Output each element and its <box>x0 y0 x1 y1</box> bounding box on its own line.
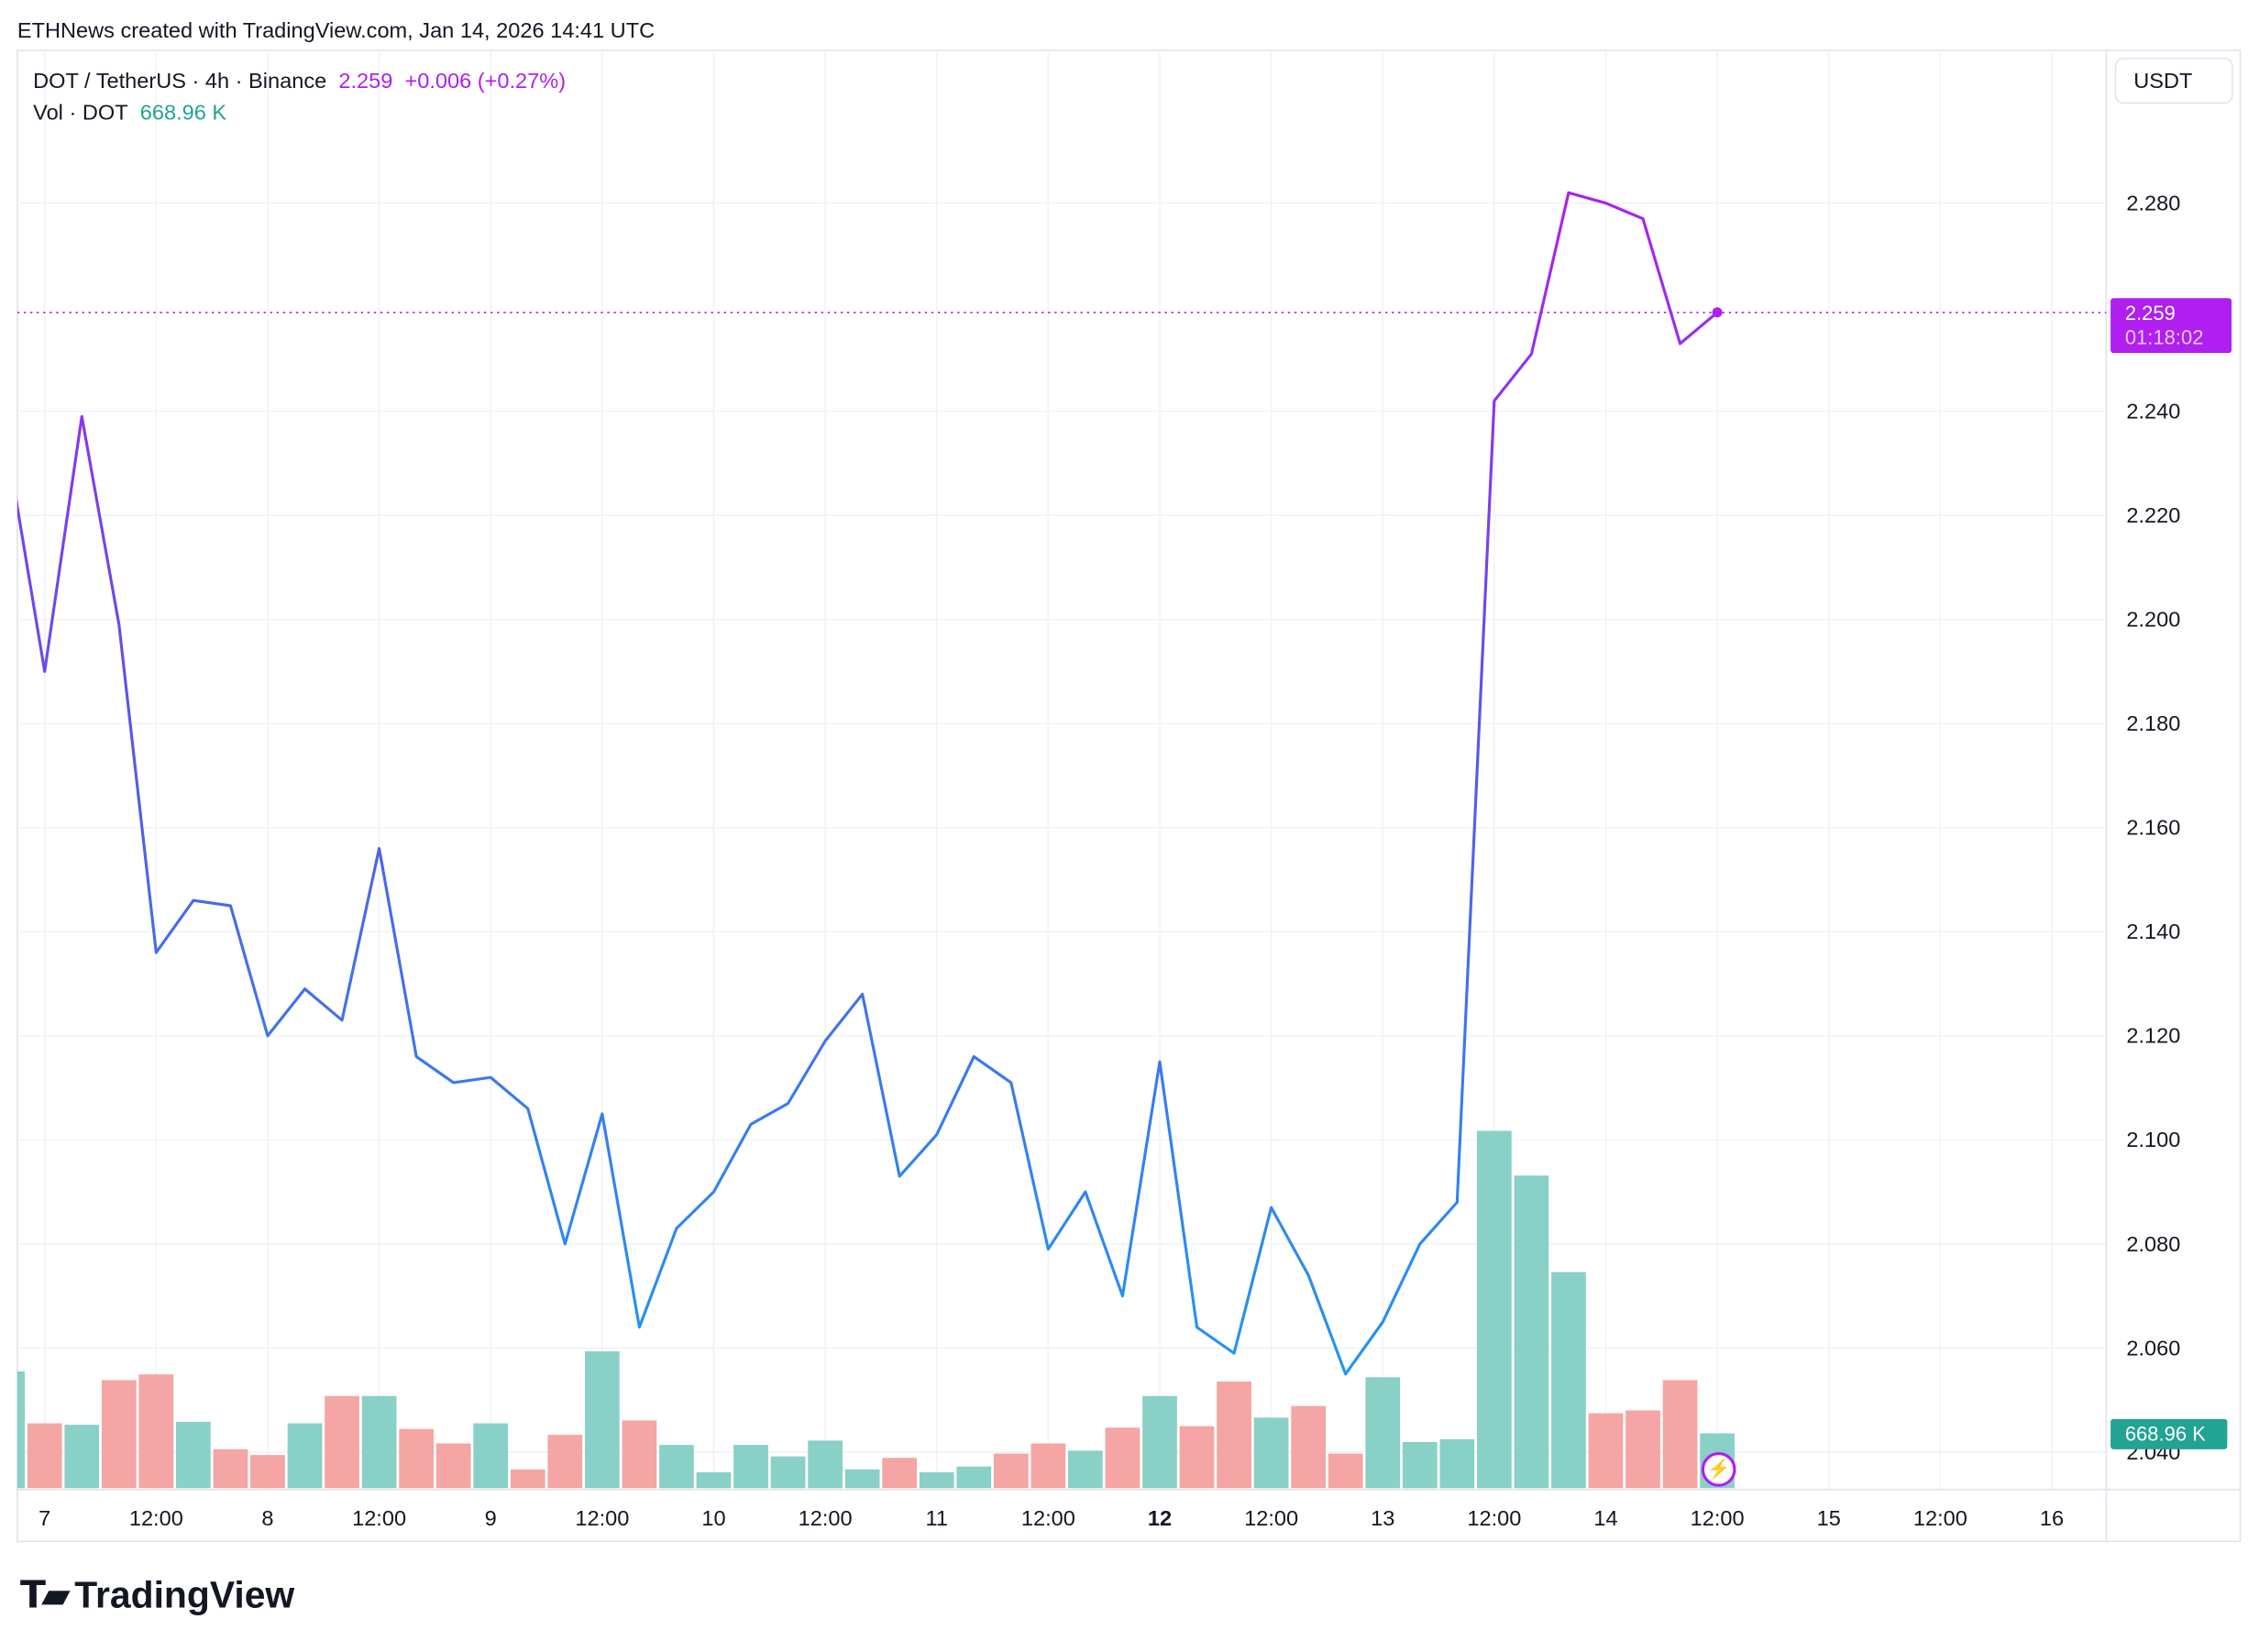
volume-bar <box>584 1350 620 1489</box>
volume-bar <box>1142 1395 1177 1489</box>
volume-bar <box>733 1445 768 1489</box>
brand-name: TradingView <box>74 1572 295 1617</box>
x-tick-label: 8 <box>261 1506 273 1530</box>
volume-bar <box>1551 1272 1586 1489</box>
symbol-name[interactable]: DOT / TetherUS · 4h · Binance <box>33 69 327 94</box>
y-tick-label: 2.160 <box>2126 816 2180 840</box>
last-price-dot <box>1712 307 1723 318</box>
x-tick-label: 14 <box>1593 1506 1617 1530</box>
volume-bar <box>1030 1443 1066 1489</box>
volume-bar <box>510 1469 545 1489</box>
volume-bar <box>176 1421 211 1489</box>
last-price: 2.259 <box>338 69 393 94</box>
x-tick-label: 12:00 <box>1021 1506 1075 1530</box>
volume-bar <box>1068 1450 1103 1489</box>
volume-legend: Vol · DOT 668.96 K <box>33 101 226 126</box>
volume-bar <box>844 1469 880 1489</box>
tradingview-logo[interactable]: 𝗧▰ TradingView <box>20 1573 294 1618</box>
x-tick-label: 12:00 <box>1691 1506 1745 1530</box>
x-tick-label: 12:00 <box>1244 1506 1298 1530</box>
x-tick-label: 12:00 <box>799 1506 853 1530</box>
volume-bar <box>27 1423 62 1489</box>
volume-bar <box>361 1395 397 1489</box>
volume-bar <box>250 1455 285 1489</box>
x-tick-label: 11 <box>925 1506 947 1530</box>
y-tick-label: 2.280 <box>2126 191 2180 215</box>
x-tick-label: 12 <box>1148 1506 1172 1530</box>
volume-bar <box>1365 1377 1401 1489</box>
volume-value: 668.96 K <box>139 100 227 126</box>
currency-button[interactable]: USDT <box>2114 57 2233 105</box>
volume-bar <box>808 1440 843 1489</box>
volume-bar <box>64 1425 100 1489</box>
x-tick-label: 10 <box>701 1506 725 1530</box>
volume-bar <box>956 1466 992 1489</box>
volume-bar <box>547 1435 583 1489</box>
y-tick-label: 2.060 <box>2126 1336 2180 1360</box>
bar-countdown: 01:18:02 <box>2124 325 2204 349</box>
x-tick-label: 12:00 <box>129 1506 183 1530</box>
symbol-legend: DOT / TetherUS · 4h · Binance 2.259 +0.0… <box>33 69 566 94</box>
volume-bar <box>287 1423 323 1489</box>
y-tick-label: 2.140 <box>2126 920 2180 943</box>
volume-bar <box>1588 1413 1624 1489</box>
volume-bar <box>1625 1410 1660 1489</box>
volume-bar <box>696 1471 732 1489</box>
x-tick-label: 9 <box>485 1506 497 1530</box>
volume-bar <box>1217 1382 1251 1489</box>
y-tick-label: 2.220 <box>2126 503 2180 527</box>
x-tick-label: 15 <box>1817 1506 1841 1530</box>
volume-bar <box>1402 1441 1438 1489</box>
x-tick-label: 12:00 <box>575 1506 629 1530</box>
volume-tag: 668.96 K <box>2110 1418 2228 1449</box>
x-tick-label: 12:00 <box>1467 1506 1521 1530</box>
y-tick-label: 2.240 <box>2126 399 2180 423</box>
x-tick-label: 13 <box>1371 1506 1394 1530</box>
y-tick-label: 2.080 <box>2126 1232 2180 1256</box>
price-change: +0.006 (+0.27%) <box>404 69 567 94</box>
volume-bar <box>1179 1426 1215 1489</box>
y-tick-label: 2.200 <box>2126 608 2180 632</box>
volume-bar <box>1105 1427 1141 1489</box>
y-tick-label: 2.120 <box>2126 1024 2180 1048</box>
volume-bar <box>1328 1453 1363 1489</box>
price-line <box>17 191 1719 1376</box>
volume-bar <box>770 1456 806 1489</box>
volume-bar <box>1662 1380 1698 1489</box>
price-tag: 2.259 01:18:02 <box>2110 298 2232 353</box>
chart-header: ETHNews created with TradingView.com, Ja… <box>17 18 656 44</box>
volume-bar <box>1253 1417 1289 1489</box>
tradingview-logo-icon: 𝗧▰ <box>19 1572 71 1617</box>
volume-label[interactable]: Vol · DOT <box>33 100 128 126</box>
volume-bar <box>1476 1130 1512 1489</box>
chart-border <box>17 50 2242 1543</box>
volume-bar <box>993 1453 1029 1489</box>
volume-bar <box>399 1428 434 1489</box>
y-tick-label: 2.180 <box>2126 711 2180 735</box>
volume-bar <box>622 1420 657 1489</box>
volume-bar <box>1439 1438 1475 1489</box>
volume-bar <box>1291 1405 1327 1489</box>
volume-bar <box>17 1371 26 1489</box>
x-tick-label: 16 <box>2040 1506 2064 1530</box>
volume-bar <box>473 1423 509 1489</box>
volume-bar <box>213 1448 248 1489</box>
x-tick-label: 7 <box>39 1506 50 1530</box>
volume-bar <box>101 1380 137 1489</box>
volume-bar <box>138 1374 174 1489</box>
volume-bar <box>435 1443 471 1489</box>
volume-bar <box>882 1458 918 1489</box>
x-tick-label: 12:00 <box>352 1506 406 1530</box>
volume-bar <box>919 1471 954 1489</box>
volume-bar <box>325 1395 359 1489</box>
lightning-icon[interactable]: ⚡ <box>1701 1451 1736 1487</box>
volume-bar <box>1514 1175 1549 1489</box>
price-tag-value: 2.259 <box>2124 301 2176 325</box>
volume-bar <box>659 1445 694 1489</box>
x-tick-label: 12:00 <box>1913 1506 1967 1530</box>
y-tick-label: 2.100 <box>2126 1128 2180 1151</box>
